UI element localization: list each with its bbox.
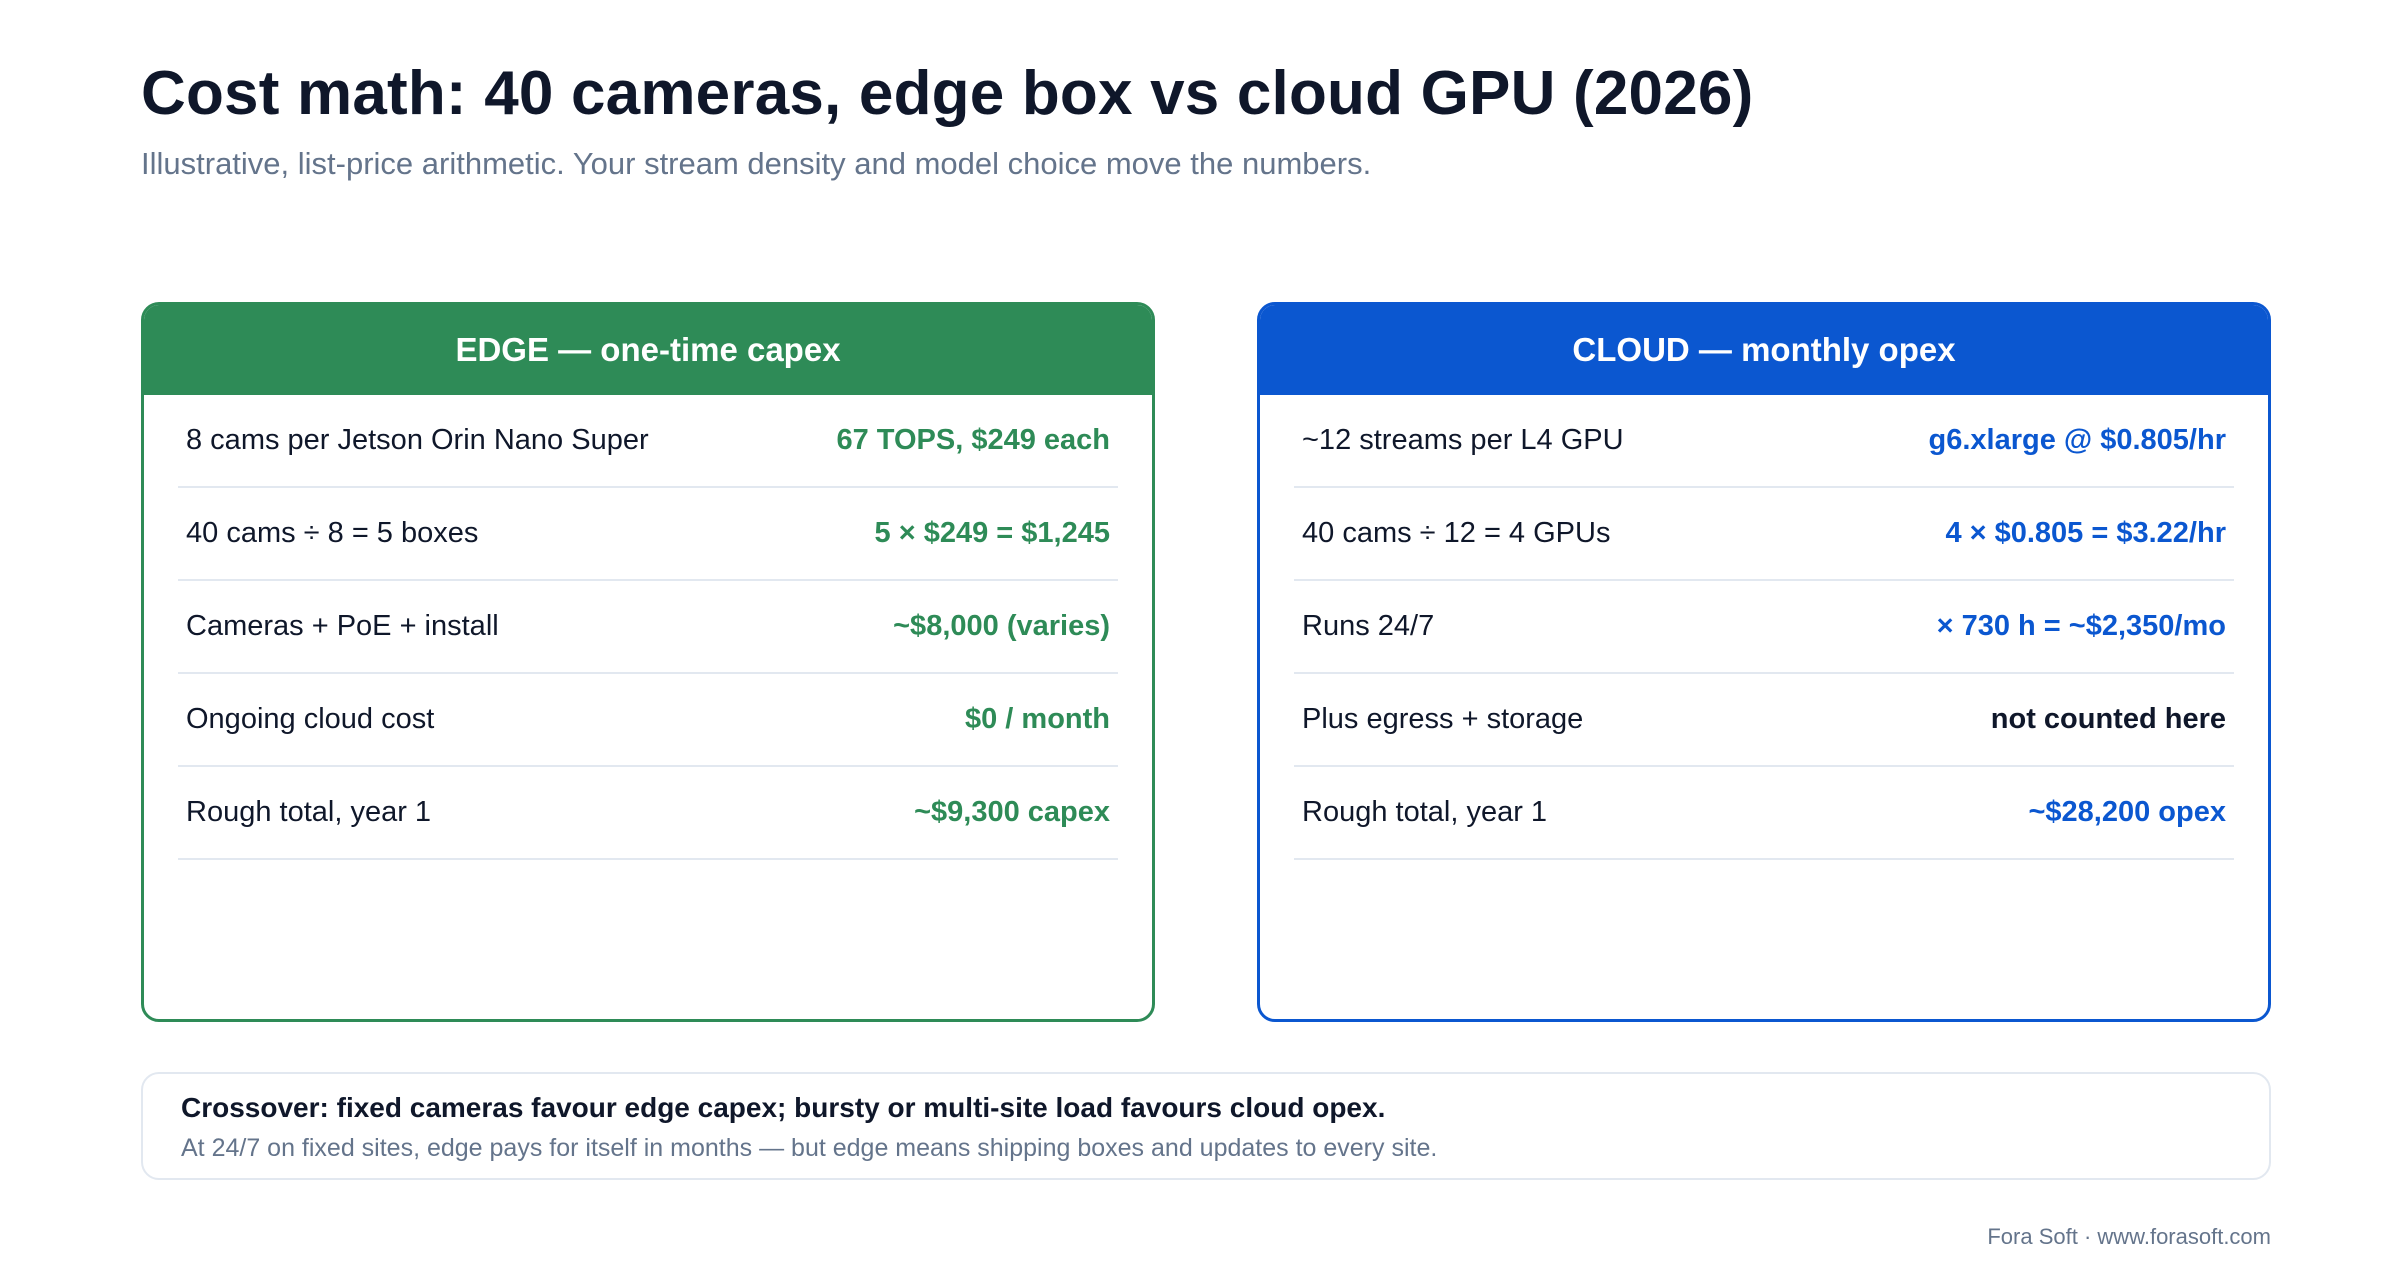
cloud-row-label: 40 cams ÷ 12 = 4 GPUs [1302, 517, 1611, 549]
edge-row-value: ~$8,000 (varies) [893, 610, 1110, 642]
cloud-panel-heading: CLOUD — monthly opex [1260, 305, 2268, 395]
cloud-row-value: 4 × $0.805 = $3.22/hr [1945, 517, 2226, 549]
cloud-row-label: Runs 24/7 [1302, 610, 1435, 642]
edge-total-value: ~$9,300 capex [914, 796, 1110, 828]
edge-total-row: Rough total, year 1 ~$9,300 capex [178, 767, 1118, 860]
cloud-row-value: × 730 h = ~$2,350/mo [1936, 610, 2226, 642]
edge-row-value: 67 TOPS, $249 each [836, 424, 1110, 456]
edge-panel-heading: EDGE — one-time capex [144, 305, 1152, 395]
cloud-row-value: not counted here [1990, 703, 2226, 735]
cloud-rows: ~12 streams per L4 GPU g6.xlarge @ $0.80… [1260, 395, 2268, 860]
edge-row-label: 40 cams ÷ 8 = 5 boxes [186, 517, 479, 549]
cloud-row-label: ~12 streams per L4 GPU [1302, 424, 1624, 456]
edge-panel: EDGE — one-time capex 8 cams per Jetson … [141, 302, 1155, 1022]
edge-row: Ongoing cloud cost $0 / month [178, 674, 1118, 767]
cloud-total-row: Rough total, year 1 ~$28,200 opex [1294, 767, 2234, 860]
page-title: Cost math: 40 cameras, edge box vs cloud… [141, 59, 1754, 128]
footer-credit: Fora Soft · www.forasoft.com [1987, 1224, 2271, 1249]
edge-rows: 8 cams per Jetson Orin Nano Super 67 TOP… [144, 395, 1152, 860]
edge-row-label: Rough total, year 1 [186, 796, 432, 828]
edge-row: 40 cams ÷ 8 = 5 boxes 5 × $249 = $1,245 [178, 488, 1118, 581]
cloud-panel: CLOUD — monthly opex ~12 streams per L4 … [1257, 302, 2271, 1022]
page-subtitle: Illustrative, list-price arithmetic. You… [141, 146, 1372, 181]
cloud-row: ~12 streams per L4 GPU g6.xlarge @ $0.80… [1294, 395, 2234, 488]
crossover-note: Crossover: fixed cameras favour edge cap… [141, 1072, 2271, 1180]
cloud-row-value: g6.xlarge @ $0.805/hr [1928, 424, 2227, 456]
cloud-total-value: ~$28,200 opex [2028, 796, 2226, 828]
edge-row: Cameras + PoE + install ~$8,000 (varies) [178, 581, 1118, 674]
cloud-row: Runs 24/7 × 730 h = ~$2,350/mo [1294, 581, 2234, 674]
edge-row-label: Cameras + PoE + install [186, 610, 499, 642]
cloud-row-label: Plus egress + storage [1302, 703, 1584, 735]
cloud-row: Plus egress + storage not counted here [1294, 674, 2234, 767]
edge-row: 8 cams per Jetson Orin Nano Super 67 TOP… [178, 395, 1118, 488]
edge-row-label: 8 cams per Jetson Orin Nano Super [186, 424, 649, 456]
crossover-note-title: Crossover: fixed cameras favour edge cap… [181, 1092, 1386, 1123]
edge-row-label: Ongoing cloud cost [186, 703, 435, 735]
cloud-row-label: Rough total, year 1 [1302, 796, 1548, 828]
crossover-note-body: At 24/7 on fixed sites, edge pays for it… [181, 1134, 1438, 1162]
edge-row-value: $0 / month [964, 703, 1110, 735]
cloud-row: 40 cams ÷ 12 = 4 GPUs 4 × $0.805 = $3.22… [1294, 488, 2234, 581]
edge-row-value: 5 × $249 = $1,245 [874, 517, 1110, 549]
